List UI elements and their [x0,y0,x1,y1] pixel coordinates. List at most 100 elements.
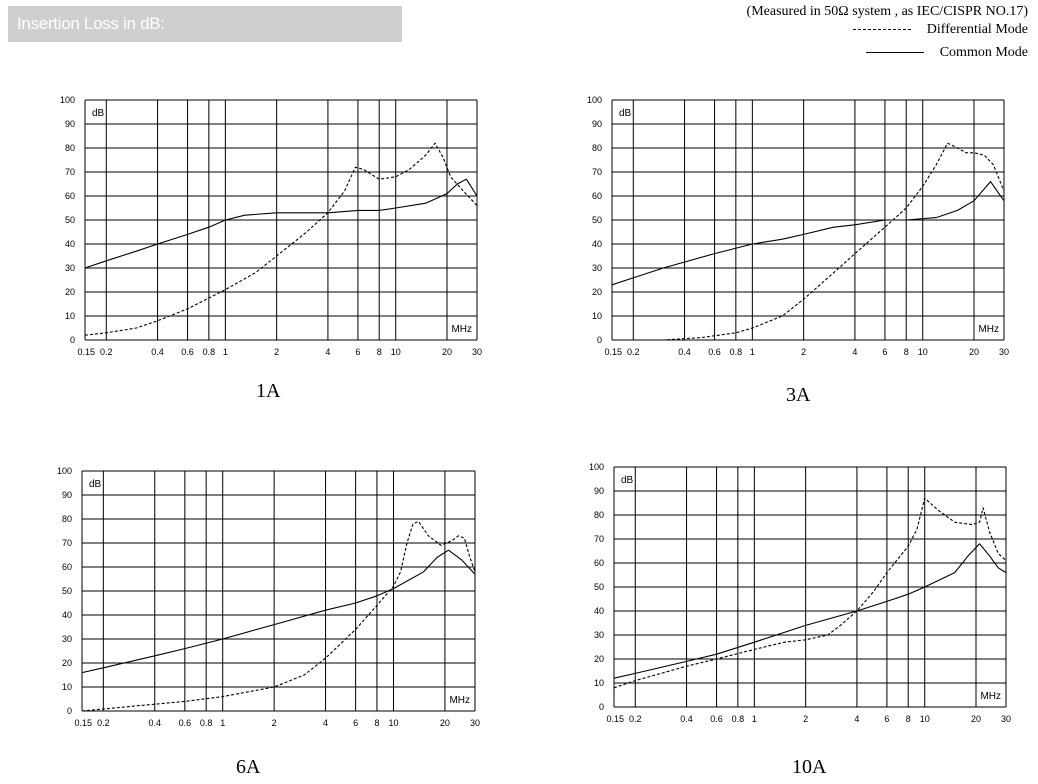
y-tick-label: 30 [65,263,75,273]
y-tick-label: 60 [594,558,604,568]
y-tick-label: 30 [594,630,604,640]
y-tick-label: 40 [65,239,75,249]
x-tick-label: 0.2 [629,714,642,724]
x-tick-label: 0.15 [604,347,622,357]
x-tick-label: 0.4 [680,714,693,724]
x-tick-label: 1 [752,714,757,724]
y-tick-label: 60 [592,191,602,201]
x-tick-label: 4 [323,718,328,728]
x-tick-label: 6 [355,347,360,357]
x-tick-label: 0.6 [708,347,721,357]
x-tick-label: 0.8 [732,714,745,724]
y-tick-label: 100 [60,95,75,105]
x-axis-label: MHz [449,695,470,706]
y-tick-label: 60 [62,562,72,572]
common-mode-line [611,181,1005,286]
y-tick-label: 60 [65,191,75,201]
y-tick-label: 20 [592,287,602,297]
x-tick-label: 20 [969,347,979,357]
x-tick-label: 30 [472,347,482,357]
x-tick-label: 1 [750,347,755,357]
x-tick-label: 0.4 [148,718,161,728]
x-tick-label: 0.4 [678,347,691,357]
common-mode-line [81,549,476,674]
x-tick-label: 1 [223,347,228,357]
x-tick-label: 0.15 [606,714,624,724]
x-tick-label: 10 [391,347,401,357]
x-tick-label: 10 [918,347,928,357]
x-tick-label: 6 [884,714,889,724]
chart-6a-caption: 6A [236,756,261,778]
y-tick-label: 0 [597,335,602,345]
x-tick-label: 8 [904,347,909,357]
x-tick-label: 0.8 [200,718,213,728]
y-tick-label: 10 [592,311,602,321]
x-tick-label: 20 [440,718,450,728]
y-tick-label: 80 [594,510,604,520]
x-tick-label: 2 [803,714,808,724]
x-tick-label: 30 [1001,714,1011,724]
y-tick-label: 70 [594,534,604,544]
legend-box: (Measured in 50Ω system , as IEC/CISPR N… [698,4,1028,64]
legend-item-common: Common Mode [865,45,1028,61]
y-tick-label: 90 [594,486,604,496]
common-mode-line [84,178,478,269]
x-tick-label: 6 [353,718,358,728]
x-tick-label: 4 [852,347,857,357]
y-axis-label: dB [89,479,102,490]
y-tick-label: 90 [62,490,72,500]
y-tick-label: 10 [594,678,604,688]
y-tick-label: 20 [62,658,72,668]
chart-3a-caption: 3A [786,384,811,406]
differential-mode-line [612,142,1005,341]
chart-1a-caption: 1A [256,380,281,402]
y-tick-label: 70 [62,538,72,548]
x-tick-label: 0.6 [179,718,192,728]
x-tick-label: 0.2 [627,347,640,357]
y-tick-label: 0 [67,706,72,716]
y-tick-label: 30 [62,634,72,644]
solid-line-swatch [865,52,924,54]
y-tick-label: 50 [594,582,604,592]
x-tick-label: 30 [999,347,1009,357]
x-tick-label: 0.15 [74,718,92,728]
common-mode-line [613,543,1007,679]
section-banner: Insertion Loss in dB: [8,6,402,42]
y-tick-label: 10 [65,311,75,321]
differential-mode-line [613,497,1007,689]
x-tick-label: 0.2 [100,347,113,357]
x-tick-label: 30 [470,718,480,728]
y-tick-label: 80 [65,143,75,153]
y-tick-label: 50 [65,215,75,225]
x-tick-label: 10 [920,714,930,724]
y-tick-label: 0 [599,702,604,712]
measurement-note: (Measured in 50Ω system , as IEC/CISPR N… [746,4,1028,19]
x-tick-label: 20 [971,714,981,724]
y-tick-label: 40 [594,606,604,616]
dashed-line-swatch [852,29,911,31]
x-axis-label: MHz [978,324,999,335]
chart-10a-caption: 10A [792,756,827,778]
y-tick-label: 70 [65,167,75,177]
x-tick-label: 0.15 [77,347,95,357]
x-tick-label: 6 [882,347,887,357]
y-tick-label: 10 [62,682,72,692]
x-tick-label: 2 [274,347,279,357]
legend-label-common: Common Mode [939,45,1028,60]
y-tick-label: 100 [587,95,602,105]
y-tick-label: 40 [62,610,72,620]
x-tick-label: 0.4 [151,347,164,357]
section-title: Insertion Loss in dB: [17,14,165,33]
legend-label-differential: Differential Mode [926,22,1028,37]
y-tick-label: 50 [592,215,602,225]
y-tick-label: 100 [57,466,72,476]
y-tick-label: 20 [594,654,604,664]
y-tick-label: 80 [62,514,72,524]
x-tick-label: 1 [220,718,225,728]
legend-item-differential: Differential Mode [852,22,1028,38]
x-tick-label: 0.6 [181,347,194,357]
differential-mode-line [84,142,478,336]
y-tick-label: 90 [592,119,602,129]
